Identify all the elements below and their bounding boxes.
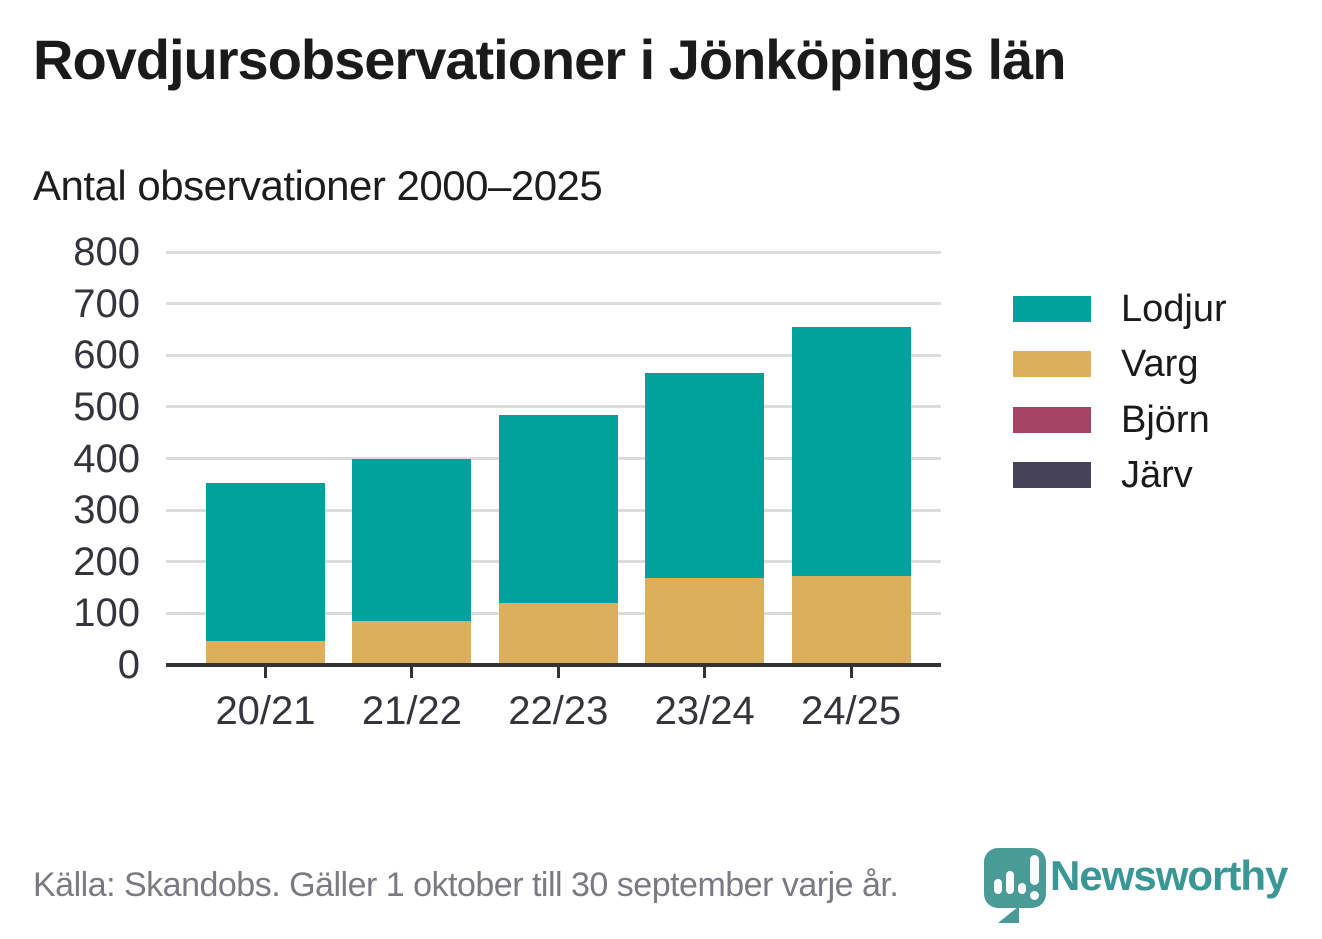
- x-axis-tick: [849, 665, 853, 678]
- source-note: Källa: Skandobs. Gäller 1 oktober till 3…: [33, 866, 899, 904]
- x-axis-tick: [410, 665, 414, 678]
- x-axis-tick-label: 22/23: [508, 689, 609, 733]
- logo-chart-bar-icon: [994, 879, 1002, 894]
- logo-chart-bar-icon: [1018, 883, 1026, 894]
- logo-exclamation-icon: [1030, 855, 1039, 885]
- legend-item-björn: Björn: [1013, 399, 1210, 441]
- y-axis-tick-label: 600: [73, 333, 140, 378]
- bar-segment-varg-24/25: [791, 576, 911, 665]
- legend-item-lodjur: Lodjur: [1013, 288, 1227, 330]
- logo-speech-bubble-icon: [984, 848, 1046, 908]
- gridline: [166, 353, 941, 357]
- legend-item-varg: Varg: [1013, 343, 1198, 385]
- logo-chart-bar-icon: [1006, 871, 1014, 894]
- legend-label: Varg: [1121, 343, 1199, 386]
- x-axis-tick-label: 20/21: [215, 689, 316, 733]
- brand-name: Newsworthy: [1050, 852, 1288, 899]
- x-axis-tick: [264, 665, 267, 678]
- bar-segment-lodjur-20/21: [206, 482, 325, 641]
- newsworthy-logo: Newsworthy: [984, 848, 1314, 928]
- x-axis-tick-label: 24/25: [801, 689, 902, 733]
- chart-subtitle: Antal observationer 2000–2025: [33, 162, 603, 209]
- y-axis-tick-label: 0: [117, 643, 140, 687]
- y-axis-tick-label: 400: [73, 436, 140, 481]
- gridline: [166, 302, 941, 306]
- legend-swatch: [1013, 296, 1091, 322]
- y-axis-tick-label: 300: [73, 488, 140, 533]
- x-axis-tick-label: 21/22: [361, 689, 462, 733]
- legend-label: Björn: [1121, 398, 1210, 441]
- y-axis-tick-label: 700: [73, 281, 140, 326]
- y-axis-tick-label: 800: [73, 230, 140, 274]
- gridline: [166, 405, 941, 409]
- logo-exclamation-dot-icon: [1030, 891, 1039, 900]
- y-axis-tick-label: 100: [73, 591, 140, 636]
- bar-segment-lodjur-23/24: [645, 373, 765, 579]
- gridline: [166, 250, 941, 254]
- legend-swatch: [1013, 461, 1091, 488]
- bar-segment-lodjur-22/23: [498, 414, 618, 603]
- y-axis-tick-label: 200: [73, 539, 140, 584]
- chart-title: Rovdjursobservationer i Jönköpings län: [33, 28, 1066, 91]
- bar-segment-varg-22/23: [498, 602, 618, 665]
- bar-segment-varg-20/21: [206, 640, 325, 665]
- x-axis-tick: [556, 665, 560, 678]
- logo-bubble-tail: [998, 906, 1019, 923]
- legend-label: Järv: [1121, 453, 1193, 496]
- bar-segment-varg-23/24: [645, 578, 765, 665]
- x-axis-tick: [703, 665, 707, 678]
- bar-segment-lodjur-24/25: [791, 326, 911, 577]
- legend-swatch: [1013, 351, 1091, 378]
- legend-swatch: [1013, 406, 1091, 433]
- bar-segment-varg-21/22: [352, 621, 472, 665]
- y-axis-tick-label: 500: [73, 384, 140, 429]
- x-axis-line: [166, 663, 941, 667]
- bar-segment-lodjur-21/22: [352, 458, 472, 622]
- legend-item-järv: Järv: [1013, 454, 1193, 496]
- legend-label: Lodjur: [1121, 288, 1227, 330]
- x-axis-tick-label: 23/24: [654, 689, 755, 733]
